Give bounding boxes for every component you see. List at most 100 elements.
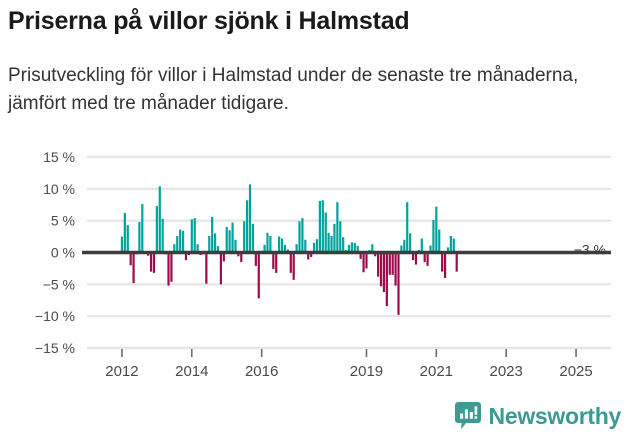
chart-bar xyxy=(120,236,124,253)
chart-bar xyxy=(315,239,319,253)
chart-bar xyxy=(248,184,252,253)
chart-bar xyxy=(231,222,234,253)
chart-bar xyxy=(216,246,220,253)
chart-bar xyxy=(161,218,164,253)
chart-bar xyxy=(298,221,301,253)
chart-bar xyxy=(196,244,199,253)
chart-bar xyxy=(190,219,193,253)
chart-bar xyxy=(374,252,377,257)
chart-bar xyxy=(275,252,278,273)
chart-bar xyxy=(307,252,310,260)
chart-bar xyxy=(397,252,400,315)
chart-bar xyxy=(237,252,240,257)
chart-bar xyxy=(310,252,313,257)
chart-bar xyxy=(441,252,444,272)
chart-x-axis: 2012 2014 2016 2019 2021 2023 2025 xyxy=(105,349,593,380)
chart-bar xyxy=(263,244,266,253)
chart-bar xyxy=(246,200,249,253)
chart-gridlines xyxy=(87,155,611,350)
newsworthy-logo[interactable]: Newsworthy xyxy=(454,402,622,430)
chart-bar xyxy=(359,252,362,259)
chart-bar xyxy=(193,218,196,253)
chart-bar xyxy=(391,252,394,275)
chart-bar xyxy=(385,252,388,306)
chart-bar xyxy=(371,244,374,253)
chart-bar xyxy=(446,247,450,253)
y-axis-tick-label: 15 % xyxy=(43,149,75,165)
chart-bar xyxy=(243,221,246,253)
chart-bar xyxy=(181,230,185,253)
bar-chart-speech-bubble-icon xyxy=(454,402,481,430)
chart-bar xyxy=(449,235,452,253)
last-value-annotation: −3 % xyxy=(574,242,606,258)
chart-bar xyxy=(420,238,423,253)
chart-bar xyxy=(170,252,173,282)
x-axis-tick-label: 2012 xyxy=(105,363,138,380)
y-axis-tick-label: −10 % xyxy=(35,308,75,324)
x-axis-tick-label: 2019 xyxy=(350,363,383,380)
chart-bar xyxy=(353,242,356,253)
chart-bar xyxy=(152,252,156,273)
chart-bar xyxy=(336,202,339,253)
chart-bar xyxy=(432,220,435,253)
chart-bar xyxy=(132,252,135,284)
chart-y-axis: 15 % 10 % 5 % 0 % −5 % −10 % −15 % xyxy=(35,149,75,356)
chart-bar xyxy=(382,252,386,292)
chart-bar xyxy=(443,252,447,278)
y-axis-tick-label: 5 % xyxy=(51,213,75,229)
chart-bar xyxy=(324,212,327,253)
chart-bar xyxy=(234,239,237,253)
chart-bar xyxy=(173,244,176,253)
bar-chart: 15 %10 %5 %0 %−5 %−10 %−15 % 2012 2014 201… xyxy=(35,149,611,380)
chart-bar xyxy=(365,252,368,269)
chart-bar xyxy=(292,252,295,280)
chart-bar xyxy=(379,252,383,287)
y-axis-tick-label: 10 % xyxy=(43,181,75,197)
chart-bar xyxy=(184,252,188,261)
chart-bar xyxy=(213,233,217,253)
chart-annotations: −3 % xyxy=(574,242,606,258)
chart-bar xyxy=(289,252,292,273)
chart-bar xyxy=(350,242,354,253)
chart-bar xyxy=(411,252,415,261)
chart-footer: Newsworthy xyxy=(0,398,631,439)
chart-bars xyxy=(120,184,458,315)
chart-bar xyxy=(426,252,429,266)
chart-bar xyxy=(158,186,161,253)
chart-bar xyxy=(254,252,257,266)
chart-bar xyxy=(149,252,153,272)
chart-container: 15 % 10 % 5 % 0 % −5 % −10 % −15 % 2012 2014 201… xyxy=(0,140,631,395)
chart-bar xyxy=(123,213,126,253)
chart-bar xyxy=(278,236,281,253)
chart-bar xyxy=(280,238,284,253)
brand-name: Newsworthy xyxy=(488,403,622,429)
chart-bar xyxy=(225,227,228,253)
chart-bar xyxy=(312,242,316,253)
chart-bar xyxy=(452,238,455,253)
chart-bar xyxy=(155,206,158,253)
page-title: Priserna på villor sjönk i Halmstad xyxy=(8,7,410,35)
chart-bar xyxy=(403,239,406,253)
chart-bar xyxy=(295,244,298,253)
chart-bar xyxy=(129,252,132,266)
chart-bar xyxy=(179,229,182,253)
y-axis-tick-label: 0 % xyxy=(51,245,75,261)
chart-bar xyxy=(414,252,418,265)
chart-bar xyxy=(126,225,129,253)
chart-bar xyxy=(266,232,269,253)
chart-bar xyxy=(141,204,144,253)
chart-bar xyxy=(327,232,330,253)
chart-bar xyxy=(222,252,225,262)
chart-bar xyxy=(272,252,275,270)
chart-bar xyxy=(321,200,324,253)
chart-bar xyxy=(283,244,287,253)
chart-bar xyxy=(257,252,260,299)
chart-bar xyxy=(377,252,380,277)
chart-bar xyxy=(228,230,231,253)
chart-bar xyxy=(400,245,403,253)
chart-bar xyxy=(219,252,223,285)
chart-bar xyxy=(304,239,307,253)
chart-bar xyxy=(240,252,243,263)
chart-bar xyxy=(388,252,391,275)
